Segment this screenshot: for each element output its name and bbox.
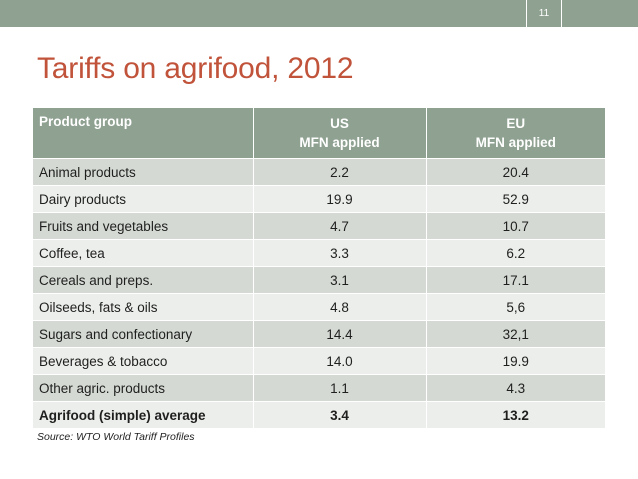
total-eu-value-cell: 13.2 [426,401,605,428]
header-eu-line2: MFN applied [475,135,556,150]
total-product-cell: Agrifood (simple) average [33,401,254,428]
table-row: Beverages & tobacco 14.0 19.9 [33,347,605,375]
table-row: Other agric. products 1.1 4.3 [33,374,605,402]
table-row: Cereals and preps. 3.1 17.1 [33,266,605,294]
table-total-row: Agrifood (simple) average 3.4 13.2 [33,401,605,428]
product-cell: Cereals and preps. [33,266,254,294]
eu-value-cell: 19.9 [426,347,605,375]
eu-value-cell: 32,1 [426,320,605,348]
us-value-cell: 3.3 [253,239,427,267]
us-value-cell: 19.9 [253,185,427,213]
top-band: 11 [0,0,638,27]
slide-title: Tariffs on agrifood, 2012 [37,52,354,85]
eu-value-cell: 5,6 [426,293,605,321]
tariffs-table: Product group US MFN applied EU MFN appl… [33,108,605,428]
header-us-line2: MFN applied [299,135,380,150]
us-value-cell: 4.7 [253,212,427,240]
product-cell: Other agric. products [33,374,254,402]
us-value-cell: 1.1 [253,374,427,402]
table-header-row: Product group US MFN applied EU MFN appl… [33,108,605,159]
table-row: Dairy products 19.9 52.9 [33,185,605,213]
header-eu-line1: EU [506,116,526,131]
eu-value-cell: 52.9 [426,185,605,213]
us-value-cell: 3.1 [253,266,427,294]
total-us-value-cell: 3.4 [253,401,427,428]
product-cell: Dairy products [33,185,254,213]
table-row: Oilseeds, fats & oils 4.8 5,6 [33,293,605,321]
product-cell: Sugars and confectionary [33,320,254,348]
product-cell: Fruits and vegetables [33,212,254,240]
source-note: Source: WTO World Tariff Profiles [37,431,195,443]
product-cell: Oilseeds, fats & oils [33,293,254,321]
table-row: Sugars and confectionary 14.4 32,1 [33,320,605,348]
eu-value-cell: 17.1 [426,266,605,294]
eu-value-cell: 4.3 [426,374,605,402]
header-us: US MFN applied [253,108,427,159]
product-cell: Coffee, tea [33,239,254,267]
us-value-cell: 14.4 [253,320,427,348]
eu-value-cell: 20.4 [426,158,605,186]
header-eu: EU MFN applied [426,108,605,159]
header-product-group: Product group [33,108,254,159]
eu-value-cell: 10.7 [426,212,605,240]
us-value-cell: 14.0 [253,347,427,375]
us-value-cell: 2.2 [253,158,427,186]
table-row: Animal products 2.2 20.4 [33,158,605,186]
us-value-cell: 4.8 [253,293,427,321]
table-row: Coffee, tea 3.3 6.2 [33,239,605,267]
slide-number: 11 [526,0,562,27]
product-cell: Animal products [33,158,254,186]
eu-value-cell: 6.2 [426,239,605,267]
table-row: Fruits and vegetables 4.7 10.7 [33,212,605,240]
header-us-line1: US [330,116,349,131]
product-cell: Beverages & tobacco [33,347,254,375]
